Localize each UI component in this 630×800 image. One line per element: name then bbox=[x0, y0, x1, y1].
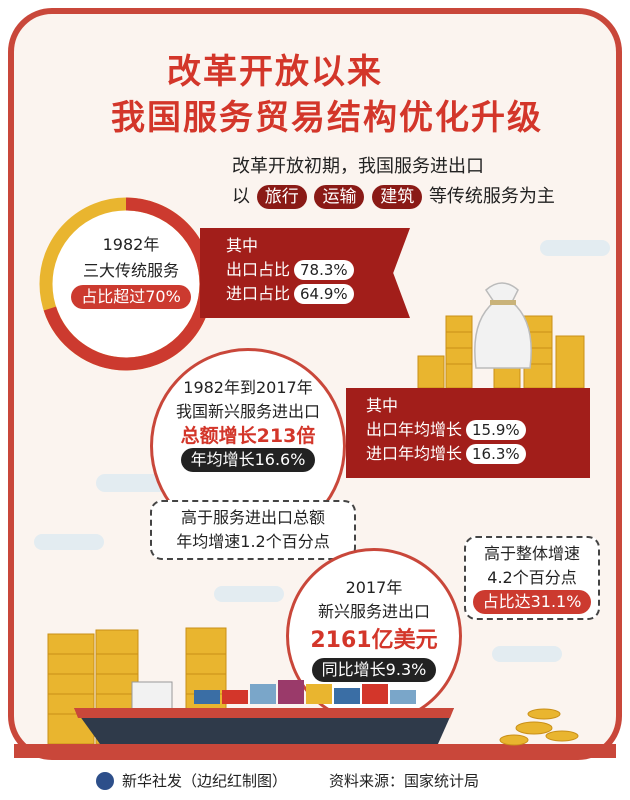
intro-text: 改革开放初期，我国服务进出口 以 旅行 运输 建筑 等传统服务为主 bbox=[232, 152, 555, 212]
export-share-label: 出口占比 bbox=[226, 260, 291, 279]
title-line-2: 我国服务贸易结构优化升级 bbox=[111, 98, 543, 138]
intro-line-2: 以 旅行 运输 建筑 等传统服务为主 bbox=[232, 182, 555, 212]
import-share-row: 进口占比 64.9% bbox=[226, 282, 410, 306]
import-growth-row: 进口年均增长 16.3% bbox=[366, 442, 590, 466]
emerging-label: 新兴服务进出口 bbox=[317, 602, 430, 621]
export-share-value: 78.3% bbox=[294, 260, 354, 280]
footer: 新华社发（边纪红制图） 资料来源：国家统计局 bbox=[96, 770, 479, 791]
emerging-yoy-badge: 同比增长9.3% bbox=[311, 658, 437, 682]
emerging-2017-text: 2017年 新兴服务进出口 2161亿美元 同比增长9.3% bbox=[286, 576, 462, 682]
traditional-share-badge: 占比超过70% bbox=[71, 285, 191, 309]
export-growth-row: 出口年均增长 15.9% bbox=[366, 418, 590, 442]
intro-prefix: 以 bbox=[232, 186, 250, 207]
ribbon-growth-breakdown: 其中 出口年均增长 15.9% 进口年均增长 16.3% bbox=[346, 388, 590, 478]
callout-right-line1: 高于整体增速 bbox=[483, 544, 580, 563]
year-1982: 1982年 bbox=[102, 235, 160, 254]
import-share-value: 64.9% bbox=[294, 284, 354, 304]
coin-stacks-illustration bbox=[417, 282, 585, 388]
emerging-share-badge: 占比达31.1% bbox=[472, 590, 592, 614]
xinhua-logo-icon bbox=[96, 771, 114, 790]
money-bag-icon bbox=[474, 282, 532, 369]
callout-left-line2: 年均增速1.2个百分点 bbox=[176, 532, 330, 551]
donut-label: 1982年 三大传统服务 占比超过70% bbox=[46, 232, 216, 310]
cargo-ship-illustration bbox=[14, 627, 616, 758]
chip-construction: 建筑 bbox=[372, 185, 423, 209]
ribbon2-heading: 其中 bbox=[366, 396, 399, 415]
export-share-row: 出口占比 78.3% bbox=[226, 258, 410, 282]
import-share-label: 进口占比 bbox=[226, 284, 291, 303]
callout-left-line1: 高于服务进出口总额 bbox=[180, 508, 325, 527]
intro-suffix: 等传统服务为主 bbox=[428, 186, 555, 207]
chip-travel: 旅行 bbox=[256, 185, 307, 209]
chip-transport: 运输 bbox=[314, 185, 365, 209]
footer-source: 资料来源：国家统计局 bbox=[329, 772, 480, 790]
ribbon-1982-breakdown: 其中 出口占比 78.3% 进口占比 64.9% bbox=[200, 228, 410, 318]
callout-right: 高于整体增速 4.2个百分点 占比达31.1% bbox=[464, 536, 600, 620]
intro-line-1: 改革开放初期，我国服务进出口 bbox=[232, 156, 484, 177]
import-growth-label: 进口年均增长 bbox=[366, 444, 463, 463]
callout-left: 高于服务进出口总额 年均增速1.2个百分点 bbox=[150, 500, 356, 560]
growth-label: 我国新兴服务进出口 bbox=[175, 402, 320, 421]
growth-annual-badge: 年均增长16.6% bbox=[180, 448, 316, 472]
callout-right-line2: 4.2个百分点 bbox=[487, 568, 577, 587]
growth-text: 1982年到2017年 我国新兴服务进出口 总额增长213倍 年均增长16.6% bbox=[150, 376, 346, 472]
growth-total: 总额增长213倍 bbox=[180, 425, 316, 447]
ribbon1-heading: 其中 bbox=[226, 236, 259, 255]
year-2017: 2017年 bbox=[345, 578, 403, 597]
footer-agency: 新华社发（边纪红制图） bbox=[122, 772, 288, 790]
growth-period: 1982年到2017年 bbox=[183, 378, 313, 397]
title-line-1: 改革开放以来 bbox=[167, 52, 383, 92]
export-growth-label: 出口年均增长 bbox=[366, 420, 463, 439]
emerging-amount: 2161亿美元 bbox=[310, 628, 438, 653]
import-growth-value: 16.3% bbox=[466, 444, 526, 464]
export-growth-value: 15.9% bbox=[466, 420, 526, 440]
traditional-services-label: 三大传统服务 bbox=[82, 261, 179, 280]
